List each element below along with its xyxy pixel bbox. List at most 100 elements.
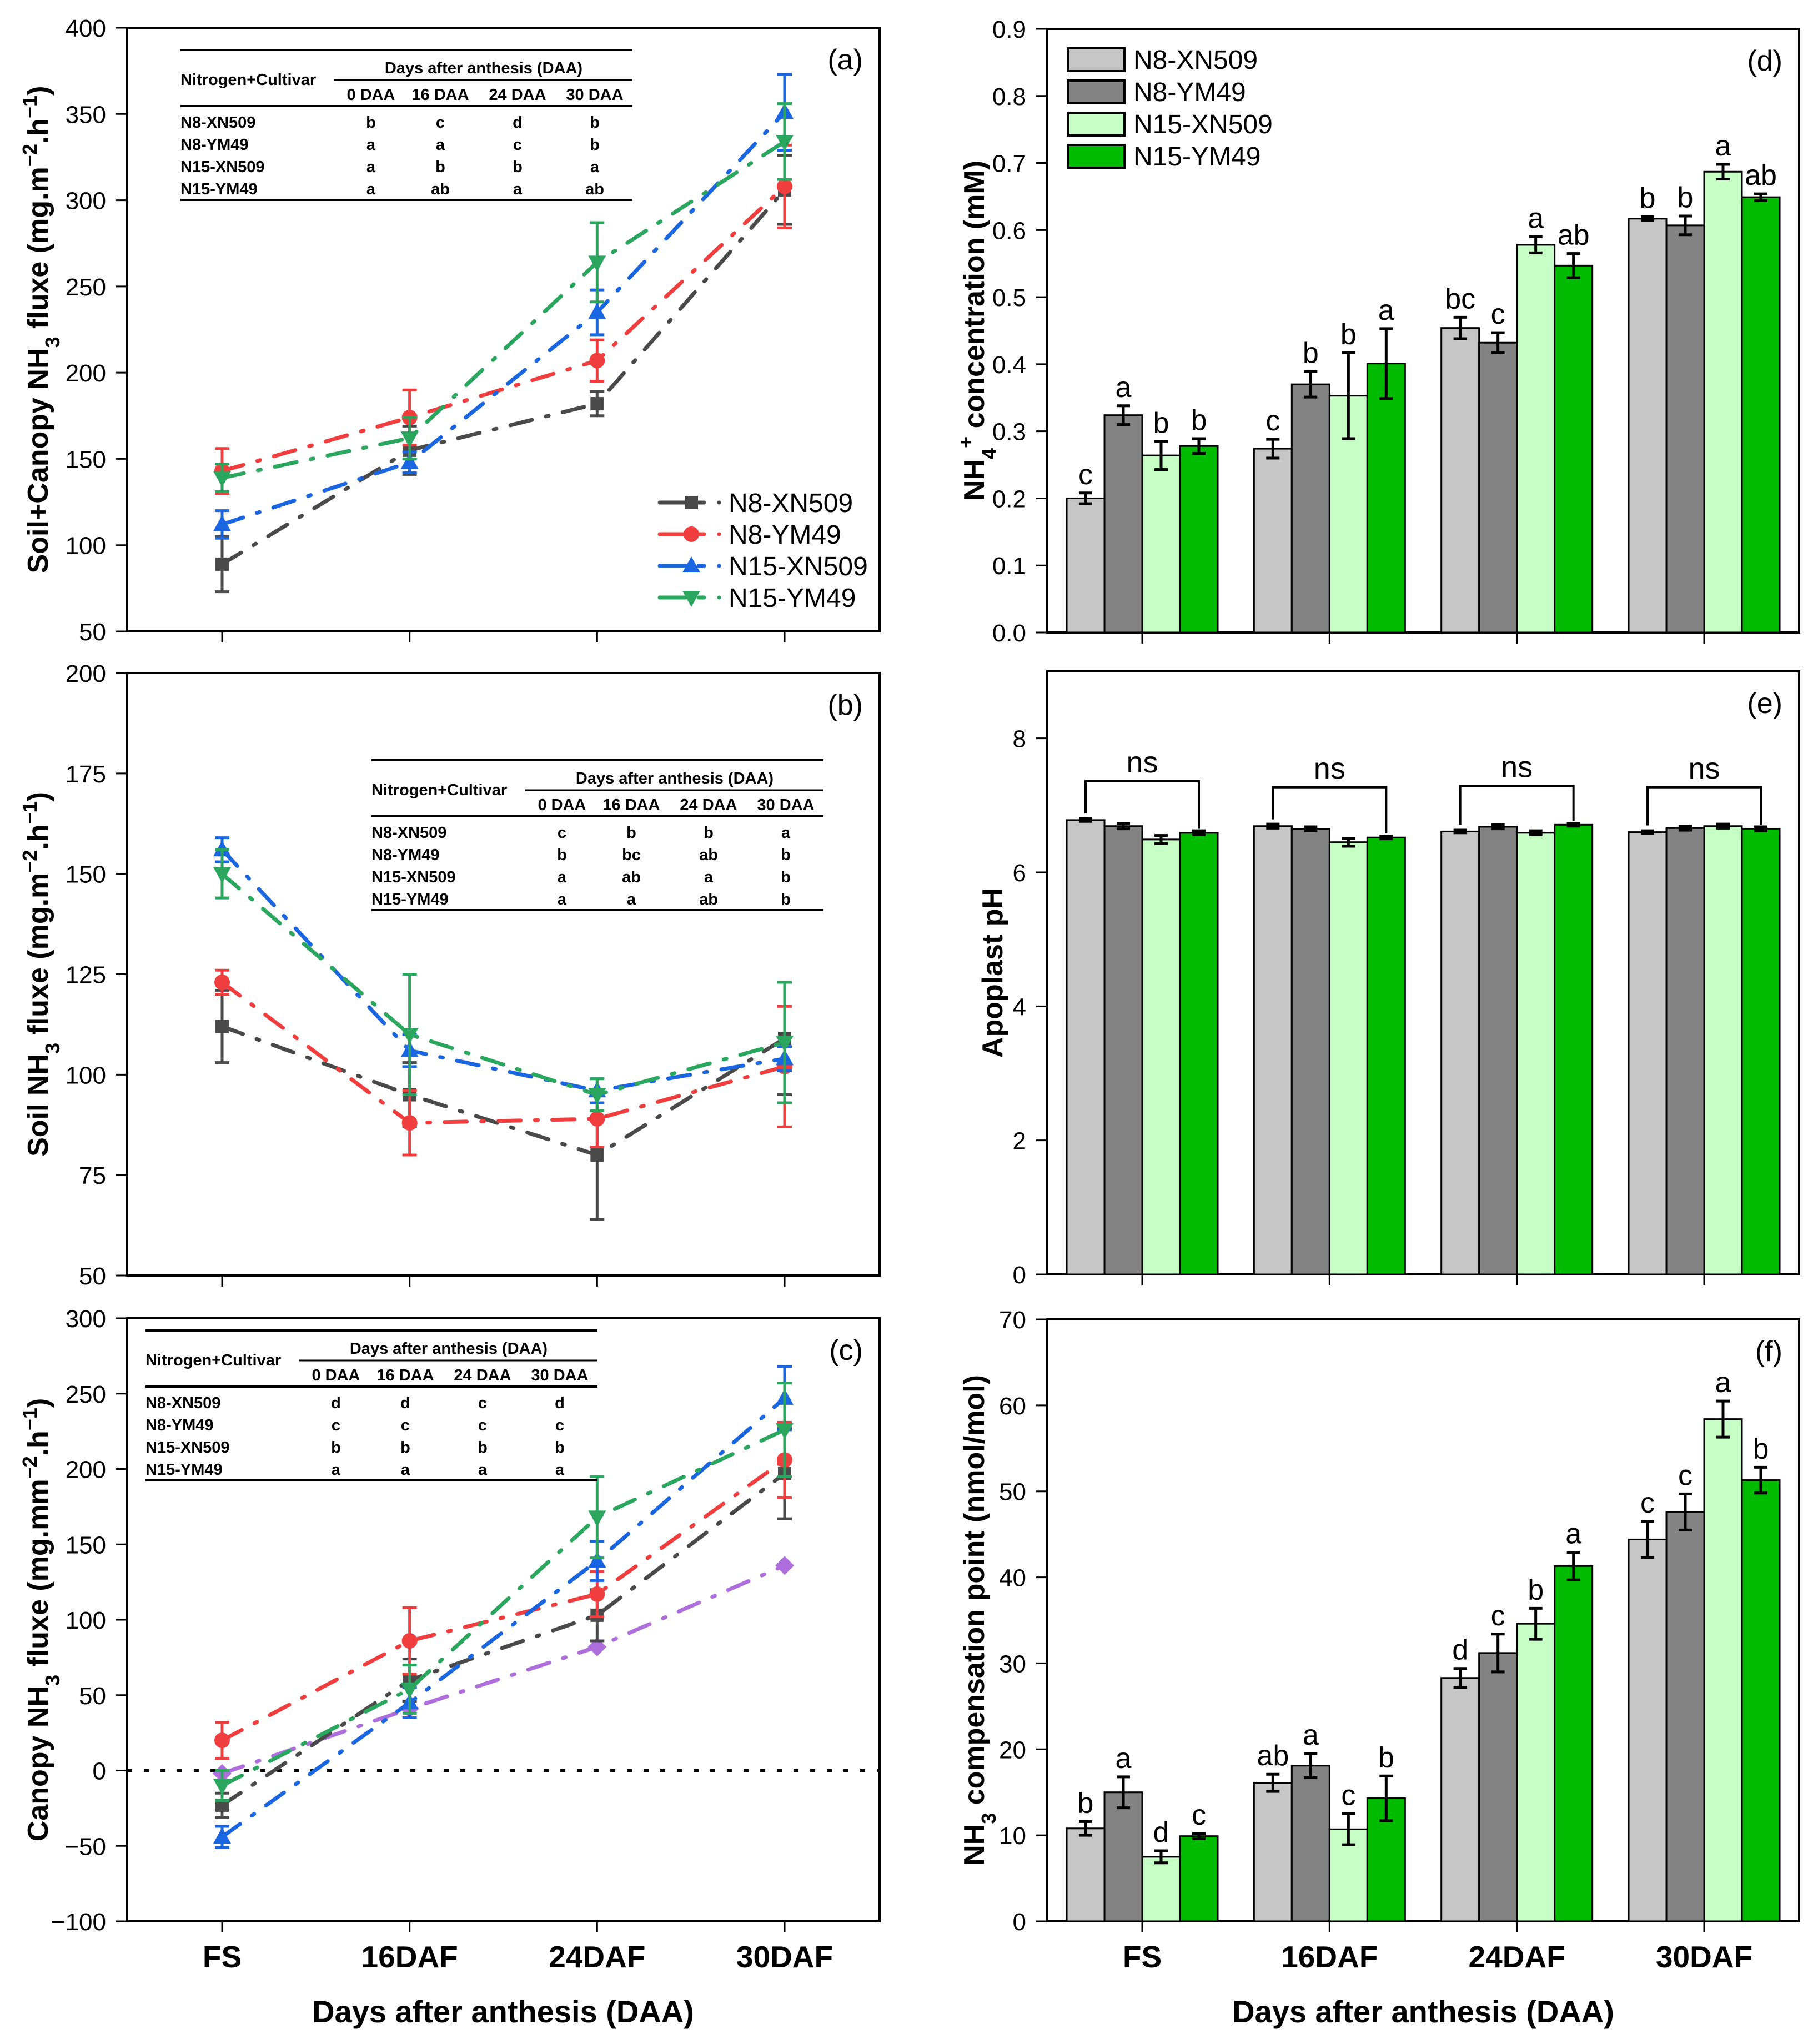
series-line xyxy=(220,980,787,1125)
bars xyxy=(1066,1418,1781,1922)
significance-letter: b xyxy=(1303,337,1319,369)
data-point xyxy=(400,431,419,448)
bars xyxy=(1066,819,1781,1275)
series-line xyxy=(220,184,787,473)
y-axis-title-sup: −1 xyxy=(18,801,41,824)
bar-n15-xn509 xyxy=(1516,832,1556,1275)
bar-n8-xn509 xyxy=(1253,825,1293,1275)
data-point xyxy=(214,1732,230,1749)
legend-swatch-icon xyxy=(1067,112,1126,137)
y-tick-label: 150 xyxy=(66,861,106,888)
legend-swatch-icon xyxy=(1067,79,1126,104)
table-row-header: Nitrogen+Cultivar xyxy=(371,781,507,799)
data-point xyxy=(588,1551,606,1568)
table-row-name: N8-XN509 xyxy=(371,824,446,842)
bar-n8-ym49 xyxy=(1478,341,1518,634)
error-bars xyxy=(1079,817,1767,848)
table-column-header: 30 DAA xyxy=(531,1367,588,1384)
panel-label: (c) xyxy=(829,1334,863,1367)
legend-label: N15-XN509 xyxy=(729,552,868,581)
legend-dot xyxy=(717,500,721,505)
table-cell-letter: c xyxy=(401,1417,410,1434)
table-column-header: 16 DAA xyxy=(411,86,469,104)
error-bar xyxy=(1117,822,1130,831)
table-column-header: 24 DAA xyxy=(454,1367,511,1384)
significance-bracket xyxy=(1646,786,1762,826)
bar-n8-xn509 xyxy=(1066,819,1106,1275)
y-axis-title-text: fluxe (mg.m xyxy=(22,873,54,1043)
ns-label: ns xyxy=(1126,746,1158,779)
y-axis-title-sup: + xyxy=(955,436,977,448)
panel-e: 0 2 4 6 8 Apoplast pH (e) ns ns ns ns xyxy=(977,670,1800,1289)
table-group-header: Days after anthesis (DAA) xyxy=(350,1340,548,1358)
legend-dot xyxy=(717,595,721,600)
error-bar xyxy=(1379,835,1393,841)
error-bar xyxy=(1566,822,1580,828)
y-axis: 50 75 100 125 150 175 200 xyxy=(66,660,127,1290)
table-row: N8-YM49 b bc ab b xyxy=(371,846,791,864)
data-point xyxy=(401,1115,418,1131)
error-bar xyxy=(1266,438,1280,460)
error-bar xyxy=(1192,437,1206,455)
table-cell-letter: a xyxy=(558,868,567,886)
table-cell-letter: b xyxy=(781,891,791,908)
bar-n15-ym49 xyxy=(1179,1835,1219,1922)
bar-n8-xn509 xyxy=(1628,1538,1668,1922)
bar-n8-ym49 xyxy=(1478,1652,1518,1922)
bar-n15-ym49 xyxy=(1741,828,1781,1275)
significance-letter: c xyxy=(1341,1779,1355,1811)
significance-letter: c xyxy=(1192,1799,1206,1831)
table-cell-letter: d xyxy=(555,1394,565,1412)
legend-label: N8-YM49 xyxy=(1133,78,1246,107)
legend: N8-XN509 N8-YM49 N15-XN509 N15-YM49 xyxy=(1067,46,1273,172)
data-point xyxy=(215,1020,229,1033)
significance-table-a: Days after anthesis (DAA) Nitrogen+Cultiv… xyxy=(180,49,632,201)
table-cell-letter: a xyxy=(781,824,791,842)
error-bar xyxy=(1304,825,1318,832)
legend-entry: N8-XN509 xyxy=(1067,46,1258,75)
bar-n8-ym49 xyxy=(1290,828,1330,1275)
data-point xyxy=(588,1088,606,1104)
significance-letter: a xyxy=(1378,294,1394,327)
significance-letter: b xyxy=(1340,318,1357,350)
table-cell-letter: b xyxy=(626,824,636,842)
significance-letter: b xyxy=(1753,1433,1769,1465)
legend-label: N15-XN509 xyxy=(1133,110,1273,139)
x-tick-label: 30DAF xyxy=(736,1940,833,1974)
y-tick-label: 50 xyxy=(79,1263,106,1290)
table-cell-letter: b xyxy=(555,1439,565,1457)
error-bar xyxy=(1453,1667,1467,1689)
legend-dot xyxy=(717,564,721,568)
bar-n8-ym49 xyxy=(1665,224,1705,634)
significance-letter: ab xyxy=(1257,1740,1289,1772)
bar-n8-xn509 xyxy=(1440,1677,1480,1922)
y-axis-title-text: compensation point (nmol/mol) xyxy=(958,1375,991,1813)
error-bar xyxy=(1342,351,1355,440)
table-column-header: 16 DAA xyxy=(376,1367,434,1384)
y-tick-label: 125 xyxy=(66,962,106,989)
y-axis-title-text: fluxe (mg.mm xyxy=(22,1479,54,1675)
panel-d: 0.0 0.1 0.2 0.3 0.4 0.5 0.6 0.7 0.8 0.9 NH4+ conce… xyxy=(955,16,1800,647)
y-axis-title-text: fluxe (mg.m xyxy=(22,167,54,337)
y-axis-title-text: NH xyxy=(958,459,991,501)
error-bar xyxy=(1192,1832,1206,1840)
legend-entry: N8-YM49 xyxy=(657,520,841,550)
bar-n15-xn509 xyxy=(1328,841,1368,1275)
table-cell-letter: ab xyxy=(622,868,641,886)
table-column-header: 0 DAA xyxy=(312,1367,360,1384)
error-bar xyxy=(1754,192,1767,202)
table-row: N8-XN509 b c d b xyxy=(180,114,600,132)
y-tick-label: 0.9 xyxy=(992,16,1026,43)
table-cell-letter: a xyxy=(366,158,376,176)
table-cell-letter: bc xyxy=(622,846,641,864)
y-tick-label: 100 xyxy=(66,1062,106,1089)
table-column-header: 0 DAA xyxy=(346,86,395,104)
panel-a: 50 100 150 200 250 300 350 400 Soil+Canopy NH3 f… xyxy=(18,15,881,646)
table-cell-letter: a xyxy=(478,1461,488,1479)
y-tick-label: 200 xyxy=(66,1457,106,1484)
data-point xyxy=(213,1827,231,1844)
legend-marker-triangle-down-icon xyxy=(682,591,700,607)
table-row-name: N8-YM49 xyxy=(145,1417,214,1434)
